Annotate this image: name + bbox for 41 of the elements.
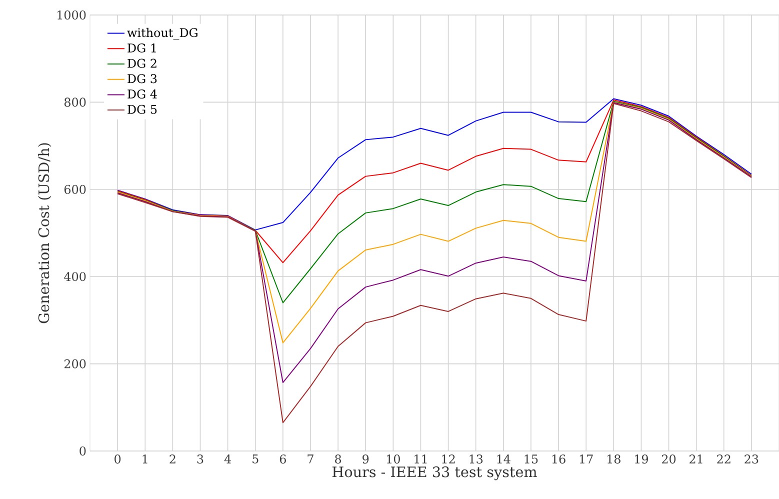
x-tick-label: 20 [662,454,676,464]
x-tick-label: 14 [497,454,510,464]
y-tick-label: 1000 [58,10,86,20]
y-tick-label: 0 [80,446,86,456]
legend-label: DG 2 [128,58,156,68]
x-tick-label: 19 [635,454,648,464]
x-tick-label: 21 [690,454,702,464]
x-tick-label: 15 [524,454,538,464]
x-tick-label: 13 [470,454,483,464]
x-tick-label: 11 [414,454,427,464]
y-tick-label: 200 [64,359,86,368]
x-tick-label: 16 [552,454,566,464]
x-tick-label: 5 [252,454,258,464]
x-tick-label: 2 [170,454,176,464]
x-tick-label: 0 [114,454,121,464]
x-tick-label: 23 [744,454,758,464]
x-tick-label: 22 [717,454,730,464]
line-series [117,100,752,304]
legend-label: DG 3 [128,74,157,84]
legend-label: DG 1 [128,43,156,53]
x-tick-label: 8 [335,454,342,464]
y-tick-label: 600 [64,184,86,194]
x-tick-label: 10 [387,454,400,464]
y-tick-label: 400 [64,272,86,282]
x-tick-label: 12 [442,454,455,464]
y-axis-title: Generation Cost (USD/h) [38,143,52,324]
x-tick-label: 17 [580,454,593,464]
legend-label: DG 4 [128,90,157,99]
x-tick-label: 6 [280,454,286,464]
x-axis-title: Hours - IEEE 33 test system [332,466,537,480]
line-series [117,100,752,264]
x-tick-label: 7 [308,454,314,464]
x-tick-label: 4 [224,454,231,464]
x-tick-label: 9 [362,454,369,464]
x-tick-label: 3 [197,454,204,464]
legend-label: DG 5 [128,104,157,114]
x-tick-label: 18 [607,454,620,464]
x-tick-label: 1 [142,454,148,464]
line-series [117,98,752,230]
legend-label: without_DG [127,28,198,40]
y-tick-label: 800 [64,98,86,107]
